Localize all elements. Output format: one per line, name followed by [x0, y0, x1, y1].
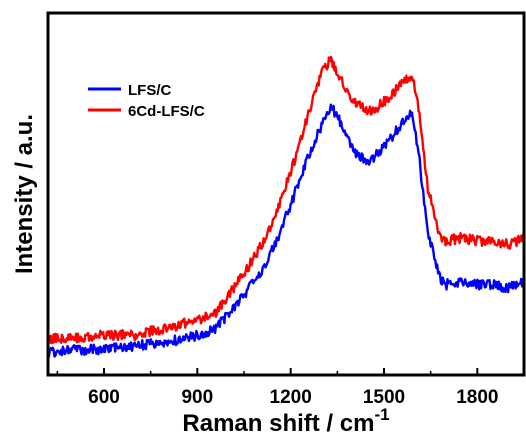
series-line-6cd-lfs-c	[47, 55, 526, 345]
legend-label-6cd-lfs-c: 6Cd-LFS/C	[128, 103, 205, 120]
x-tick-label-1800: 1800	[456, 387, 498, 408]
y-axis-title: Intensity / a.u.	[11, 114, 38, 274]
x-tick-label-1500: 1500	[363, 387, 405, 408]
legend-label-lfs-c: LFS/C	[128, 82, 171, 99]
series-line-lfs-c	[47, 103, 526, 359]
x-axis: 600 900 1200 1500 1800	[56, 368, 498, 408]
x-tick-label-600: 600	[88, 387, 120, 408]
x-axis-title-superscript: -1	[374, 405, 389, 424]
x-axis-title: Raman shift / cm-1	[182, 405, 389, 437]
x-tick-label-900: 900	[181, 387, 213, 408]
legend: LFS/C 6Cd-LFS/C	[88, 82, 205, 120]
plot-area	[47, 55, 526, 359]
plot-frame	[46, 11, 526, 377]
x-tick-label-1200: 1200	[270, 387, 312, 408]
x-axis-title-text: Raman shift / cm	[182, 410, 374, 437]
